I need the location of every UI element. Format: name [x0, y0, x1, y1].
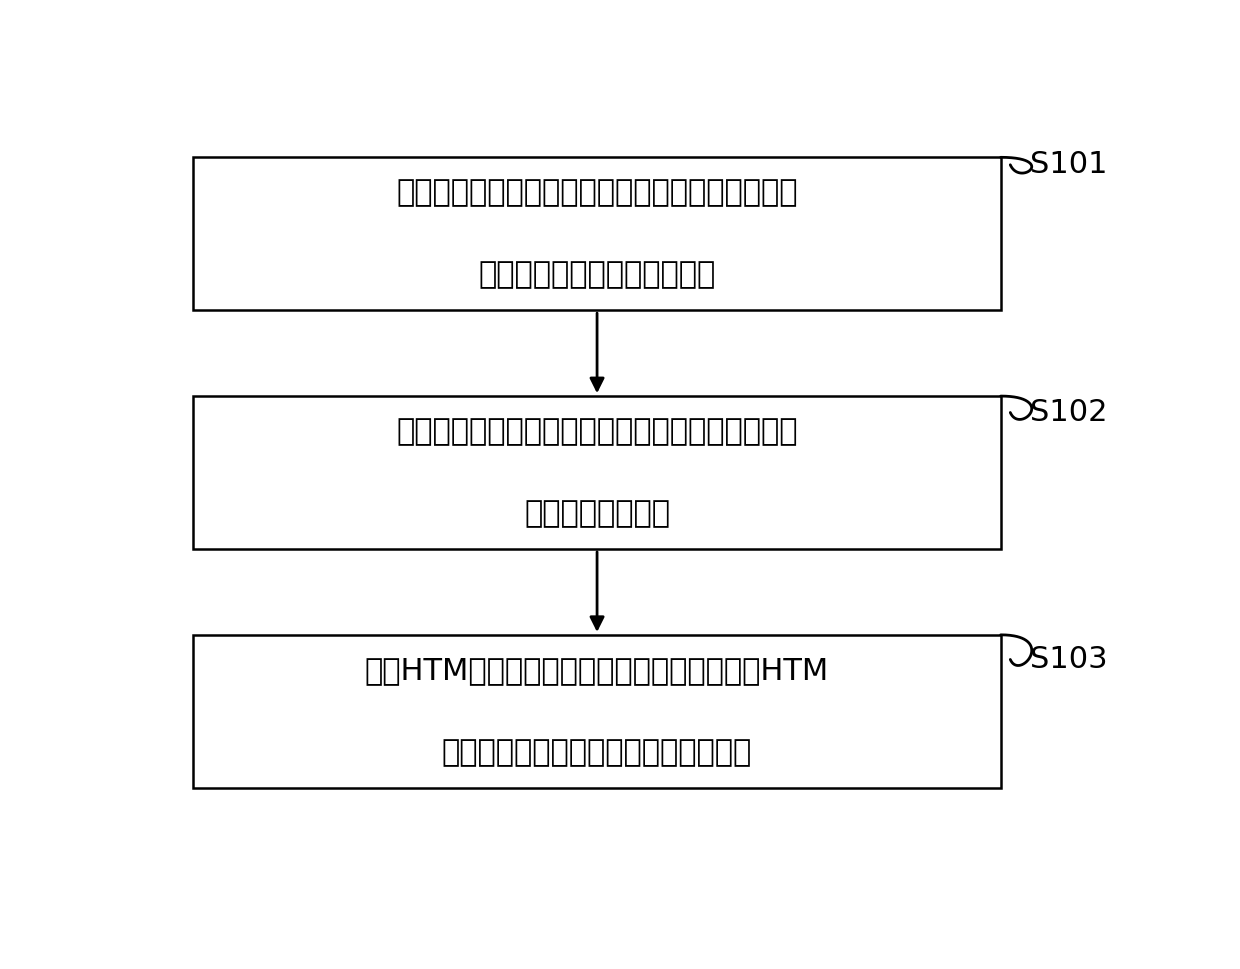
Bar [193, 157, 1001, 310]
Text: S101: S101 [1029, 150, 1107, 179]
Text: S102: S102 [1029, 398, 1107, 427]
Text: 处理，将其转换为二进制向量: 处理，将其转换为二进制向量 [479, 261, 715, 290]
Text: 用户在各种域和应用中产生的实时数据，并进行预: 用户在各种域和应用中产生的实时数据，并进行预 [397, 178, 797, 207]
Bar [193, 396, 1001, 549]
Text: 对预处理后的数据进行稀疏编码，减少数据维度，: 对预处理后的数据进行稀疏编码，减少数据维度， [397, 417, 797, 446]
Text: S103: S103 [1029, 645, 1107, 674]
Text: 提取数据空间特征: 提取数据空间特征 [525, 499, 670, 528]
Text: 设置HTM模型参数，将经过处理后的数据输入HTM: 设置HTM模型参数，将经过处理后的数据输入HTM [365, 656, 830, 685]
Text: 模型，调用异常检测函数进行异常判断: 模型，调用异常检测函数进行异常判断 [441, 737, 753, 766]
Bar [193, 635, 1001, 788]
